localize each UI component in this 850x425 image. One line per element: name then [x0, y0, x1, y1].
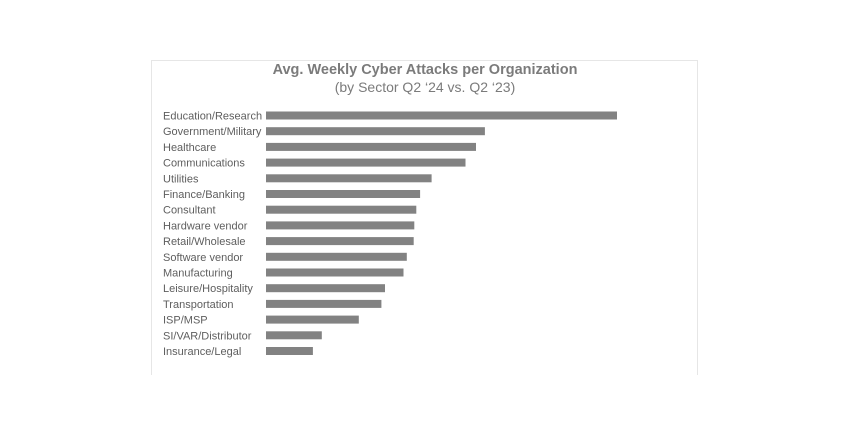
category-label-education-research: Education/Research [163, 111, 262, 123]
bar-manufacturing [266, 268, 404, 277]
bar-isp-msp [266, 315, 359, 324]
category-label-consultant: Consultant [163, 205, 216, 217]
category-label-leisure-hospitality: Leisure/Hospitality [163, 283, 253, 295]
category-label-government-military: Government/Military [163, 126, 262, 138]
category-label-retail-wholesale: Retail/Wholesale [163, 236, 246, 248]
bar-government-military [266, 127, 485, 136]
bar-leisure-hospitality [266, 284, 385, 293]
category-label-software-vendor: Software vendor [163, 252, 243, 264]
category-label-communications: Communications [163, 158, 245, 170]
bars [266, 111, 617, 355]
category-labels: Education/Research Government/Military Hea… [163, 111, 262, 359]
bar-si-var-distributor [266, 331, 322, 340]
bar-utilities [266, 174, 432, 183]
bar-healthcare [266, 142, 476, 151]
bar-insurance-legal [266, 347, 313, 355]
category-label-hardware-vendor: Hardware vendor [163, 220, 248, 232]
category-label-insurance-legal: Insurance/Legal [163, 346, 241, 358]
bar-education-research [266, 111, 617, 120]
bar-communications [266, 158, 466, 167]
category-label-finance-banking: Finance/Banking [163, 189, 245, 201]
bar-hardware-vendor [266, 221, 415, 230]
category-label-si-var-distributor: SI/VAR/Distributor [163, 330, 252, 342]
bar-finance-banking [266, 190, 421, 198]
category-label-healthcare: Healthcare [163, 142, 216, 154]
bar-transportation [266, 299, 382, 308]
category-label-transportation: Transportation [163, 299, 234, 311]
chart-subtitle: (by Sector Q2 ‘24 vs. Q2 ‘23) [334, 79, 516, 95]
category-label-utilities: Utilities [163, 173, 199, 185]
category-label-isp-msp: ISP/MSP [163, 315, 208, 327]
category-label-manufacturing: Manufacturing [163, 268, 233, 280]
bar-software-vendor [266, 252, 407, 261]
bar-consultant [266, 205, 417, 214]
bar-retail-wholesale [266, 237, 414, 246]
chart-title: Avg. Weekly Cyber Attacks per Organizati… [272, 62, 578, 78]
